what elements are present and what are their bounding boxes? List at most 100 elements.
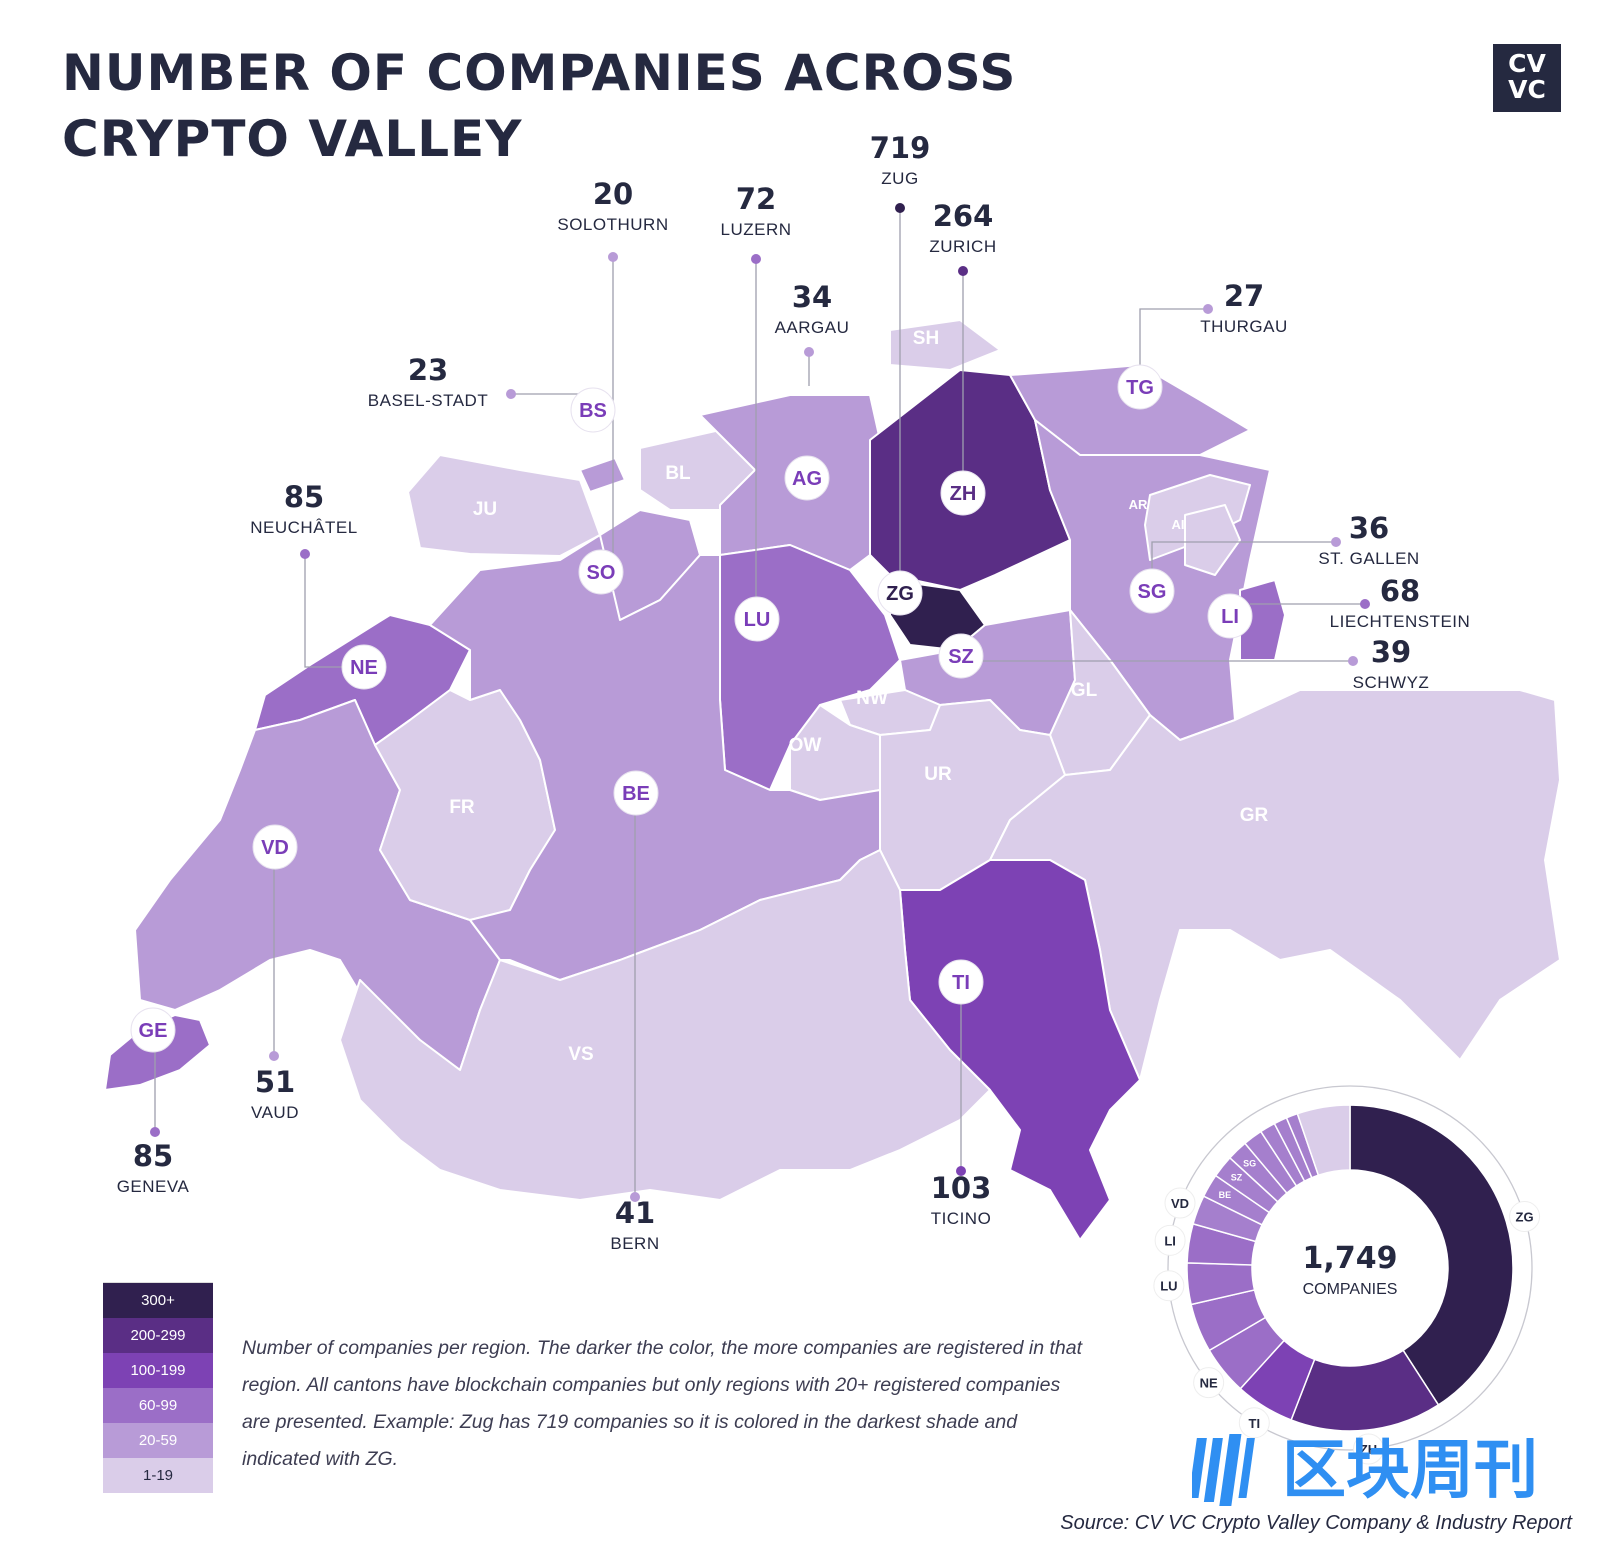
region-label-ur: UR [924, 764, 952, 785]
badge-circle-be [613, 770, 659, 816]
leader-line-ne [304, 554, 345, 668]
region-jura [407, 454, 601, 557]
badge-label-sg: SG [1138, 581, 1167, 603]
leader-dot-so [608, 252, 618, 262]
region-label-ow: OW [789, 735, 822, 756]
callout-value-so: 20 [593, 177, 633, 211]
region-label-ju: JU [473, 499, 497, 520]
callout-name-tg: THURGAU [1200, 317, 1288, 336]
region-appenzell-innerrhoden [1184, 504, 1241, 576]
badge-circle-lu [734, 596, 780, 642]
leader-dot-ne [300, 549, 310, 559]
donut-slice-15 [1296, 1104, 1351, 1177]
region-schaffhausen [889, 319, 1001, 371]
badge-label-ag: AG [792, 468, 822, 490]
leader-dot-zg [895, 203, 905, 213]
donut-outer-ring [1167, 1085, 1533, 1451]
legend-row-20-59: 20-59 [103, 1423, 213, 1458]
donut-label-bg-zh [1352, 1433, 1384, 1465]
badge-label-lu: LU [744, 609, 771, 631]
callout-value-zg: 719 [870, 131, 931, 165]
callout-value-be: 41 [615, 1196, 655, 1230]
badge-circle-vd [252, 824, 298, 870]
title-line-1: NUMBER OF COMPANIES ACROSS [62, 44, 1017, 102]
donut-label-ne: NE [1200, 1376, 1218, 1391]
badge-label-tg: TG [1126, 377, 1154, 399]
region-valais [339, 849, 991, 1201]
callout-name-ge: GENEVA [117, 1177, 190, 1196]
leader-dot-ge [150, 1127, 160, 1137]
callout-name-zg: ZUG [881, 169, 918, 188]
badge-circle-zg [877, 570, 923, 616]
badge-label-ti: TI [952, 972, 970, 994]
region-label-bl: BL [665, 463, 691, 484]
donut-label-bg-zg [1509, 1201, 1541, 1233]
callout-name-vd: VAUD [251, 1103, 299, 1122]
logo-line-1: CV [1508, 49, 1546, 78]
leader-dot-be [630, 1192, 640, 1202]
donut-label-sz: SZ [1231, 1173, 1243, 1183]
badge-circle-tg [1117, 364, 1163, 410]
badge-circle-sz [938, 633, 984, 679]
callout-value-sg: 36 [1349, 511, 1389, 545]
callout-name-ti: TICINO [931, 1209, 992, 1228]
callout-value-lu: 72 [736, 182, 776, 216]
leader-dot-bs [506, 389, 516, 399]
donut-slice-zg [1349, 1104, 1514, 1406]
badge-label-ge: GE [139, 1020, 168, 1042]
badge-circle-ag [784, 455, 830, 501]
watermark-mark-icon [1192, 1434, 1255, 1506]
donut-label-bg-ne [1193, 1367, 1225, 1399]
callout-name-bs: BASEL-STADT [368, 391, 488, 410]
cvvc-logo: CV VC [1493, 44, 1561, 112]
leader-line-sg [1151, 541, 1336, 572]
badge-circle-so [578, 549, 624, 595]
donut-label-sg: SG [1243, 1158, 1256, 1168]
badge-circle-ne [341, 644, 387, 690]
donut-label-lu: LU [1160, 1279, 1177, 1294]
leader-dot-tg [1203, 304, 1213, 314]
callout-name-so: SOLOTHURN [557, 215, 668, 234]
legend-row-60-99: 60-99 [103, 1388, 213, 1423]
watermark: 区块周刊 [1192, 1434, 1538, 1508]
region-liechtenstein [1239, 579, 1286, 661]
badge-label-so: SO [587, 562, 616, 584]
callout-value-bs: 23 [408, 353, 448, 387]
region-label-fr: FR [449, 797, 475, 818]
badge-label-ne: NE [350, 657, 378, 679]
callout-value-li: 68 [1380, 574, 1420, 608]
donut-label-vd: VD [1171, 1196, 1189, 1211]
callout-value-sz: 39 [1371, 635, 1411, 669]
donut-label-bg-li [1154, 1224, 1186, 1256]
title-line-2: CRYPTO VALLEY [62, 110, 523, 168]
region-label-ai: AI [1172, 517, 1185, 532]
page-title: NUMBER OF COMPANIES ACROSS CRYPTO VALLEY [62, 40, 1016, 172]
source-credit: Source: CV VC Crypto Valley Company & In… [1060, 1512, 1572, 1534]
region-label-gr: GR [1240, 805, 1269, 826]
leader-dot-vd [269, 1051, 279, 1061]
color-legend: 300+ 200-299 100-199 60-99 20-59 1-19 [103, 1282, 213, 1493]
badge-label-li: LI [1221, 606, 1239, 628]
legend-row-300plus: 300+ [103, 1283, 213, 1318]
badge-circle-li [1207, 593, 1253, 639]
donut-label-ti: TI [1249, 1416, 1261, 1431]
badge-label-bs: BS [579, 400, 607, 422]
leader-line-tg [1139, 308, 1208, 368]
callout-value-ti: 103 [931, 1171, 992, 1205]
badge-circle-ge [130, 1007, 176, 1053]
callout-value-zh: 264 [933, 199, 994, 233]
region-basel-stadt [579, 457, 626, 493]
donut-label-bg-lu [1153, 1270, 1185, 1302]
callout-name-sg: ST. GALLEN [1318, 549, 1419, 568]
leader-dot-ti [956, 1166, 966, 1176]
leader-dot-li [1360, 599, 1370, 609]
region-label-gl: GL [1071, 680, 1098, 701]
legend-row-1-19: 1-19 [103, 1458, 213, 1493]
badge-circle-zh [940, 470, 986, 516]
legend-row-100-199: 100-199 [103, 1353, 213, 1388]
leader-dot-sg [1331, 537, 1341, 547]
donut-total-value: 1,749 [1303, 1241, 1398, 1276]
